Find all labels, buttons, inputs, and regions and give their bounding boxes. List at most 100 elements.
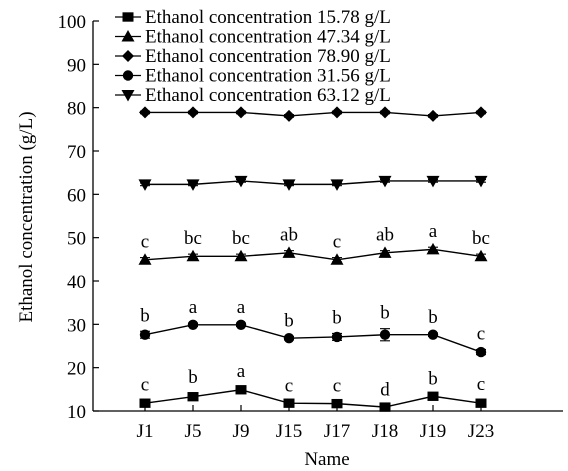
legend-label: Ethanol concentration 31.56 g/L <box>145 66 391 87</box>
data-point <box>331 106 343 119</box>
data-point <box>331 331 343 343</box>
y-tick-label: 70 <box>67 142 86 163</box>
series-diamond <box>139 106 487 122</box>
x-axis-ticks: J1 J5 J9 J15 J17 J18 J19 J23 <box>137 405 494 442</box>
data-point <box>378 175 392 188</box>
data-point <box>475 398 487 408</box>
data-point <box>427 109 439 122</box>
series-line <box>145 111 482 117</box>
x-tick-label: J23 <box>468 421 494 442</box>
data-point <box>235 385 247 395</box>
data-point <box>139 398 151 408</box>
legend-marker <box>121 90 135 102</box>
legend-label: Ethanol concentration 63.12 g/L <box>145 85 391 106</box>
significance-label: a <box>237 361 246 382</box>
series-square <box>139 385 487 412</box>
data-point <box>283 398 295 408</box>
significance-label: b <box>188 367 198 388</box>
legend-label: Ethanol concentration 15.78 g/L <box>145 7 391 28</box>
legend-marker <box>122 12 134 22</box>
x-tick-label: J17 <box>324 421 350 442</box>
series-line <box>145 180 481 186</box>
significance-label: bc <box>184 228 202 249</box>
data-point <box>283 109 295 122</box>
data-point <box>234 249 248 262</box>
significance-label: c <box>141 232 149 253</box>
data-point <box>186 249 200 262</box>
significance-label: bc <box>472 228 490 249</box>
legend-entry: Ethanol concentration 78.90 g/L <box>115 46 391 67</box>
y-tick-label: 40 <box>67 272 86 293</box>
significance-labels: c b ac c db cc bc bc ab c ab a bcb a ab b b bc <box>140 221 490 400</box>
data-point <box>235 319 247 330</box>
series-line <box>144 248 482 261</box>
data-point <box>379 329 391 340</box>
x-tick-label: J9 <box>233 421 250 442</box>
data-point <box>378 246 392 258</box>
legend-entry: Ethanol concentration 31.56 g/L <box>115 66 391 87</box>
data-point <box>474 175 488 188</box>
data-point <box>426 242 440 255</box>
significance-label: c <box>477 323 485 344</box>
significance-label: b <box>380 303 390 324</box>
significance-label: a <box>237 297 246 318</box>
y-tick-label: 30 <box>67 315 86 336</box>
data-point <box>234 175 248 188</box>
data-point <box>187 106 199 119</box>
significance-label: a <box>429 221 438 242</box>
legend-marker <box>122 50 134 62</box>
y-axis-ticks: 10 20 30 40 50 60 70 80 90 100 <box>58 12 99 423</box>
series-line <box>144 389 482 408</box>
y-tick-label: 20 <box>67 359 86 380</box>
data-point <box>475 106 487 119</box>
data-point <box>187 392 199 402</box>
series-circle <box>139 319 487 358</box>
data-point <box>139 106 151 119</box>
data-point <box>330 253 344 265</box>
significance-label: c <box>333 375 341 396</box>
y-tick-label: 80 <box>67 99 86 120</box>
axes <box>92 21 563 412</box>
significance-label: b <box>428 369 438 390</box>
series-layer <box>138 106 488 412</box>
series-line <box>144 324 482 353</box>
data-point <box>282 179 296 191</box>
significance-label: b <box>332 307 342 328</box>
data-point <box>186 179 200 191</box>
legend-marker <box>122 70 134 81</box>
y-tick-label: 50 <box>67 229 86 250</box>
significance-label: c <box>285 375 293 396</box>
significance-label: ab <box>376 225 394 246</box>
data-point <box>282 246 296 258</box>
significance-label: b <box>284 310 294 331</box>
y-tick-label: 10 <box>67 402 86 423</box>
data-point <box>475 346 487 358</box>
y-tick-label: 100 <box>58 12 87 33</box>
significance-label: d <box>380 379 390 400</box>
significance-label: c <box>141 375 149 396</box>
data-point <box>139 329 151 340</box>
legend-label: Ethanol concentration 78.90 g/L <box>145 46 391 67</box>
significance-label: a <box>189 297 198 318</box>
x-tick-label: J5 <box>185 421 202 442</box>
x-tick-label: J19 <box>420 421 446 442</box>
data-point <box>427 329 439 340</box>
significance-label: c <box>333 232 341 253</box>
data-point <box>138 179 152 191</box>
x-tick-label: J1 <box>137 421 154 442</box>
x-axis-label: Name <box>304 449 349 470</box>
series-triangle-up <box>138 242 488 265</box>
legend-entry: Ethanol concentration 15.78 g/L <box>115 7 391 28</box>
significance-label: bc <box>232 228 250 249</box>
significance-label: b <box>428 307 438 328</box>
significance-label: c <box>477 374 485 395</box>
data-point <box>379 106 391 119</box>
legend-entry: Ethanol concentration 47.34 g/L <box>115 27 391 48</box>
data-point <box>235 106 247 119</box>
legend-entry: Ethanol concentration 63.12 g/L <box>115 85 391 106</box>
data-point <box>283 333 295 344</box>
data-point <box>187 319 199 330</box>
y-tick-label: 90 <box>67 55 86 76</box>
data-point <box>138 253 152 265</box>
